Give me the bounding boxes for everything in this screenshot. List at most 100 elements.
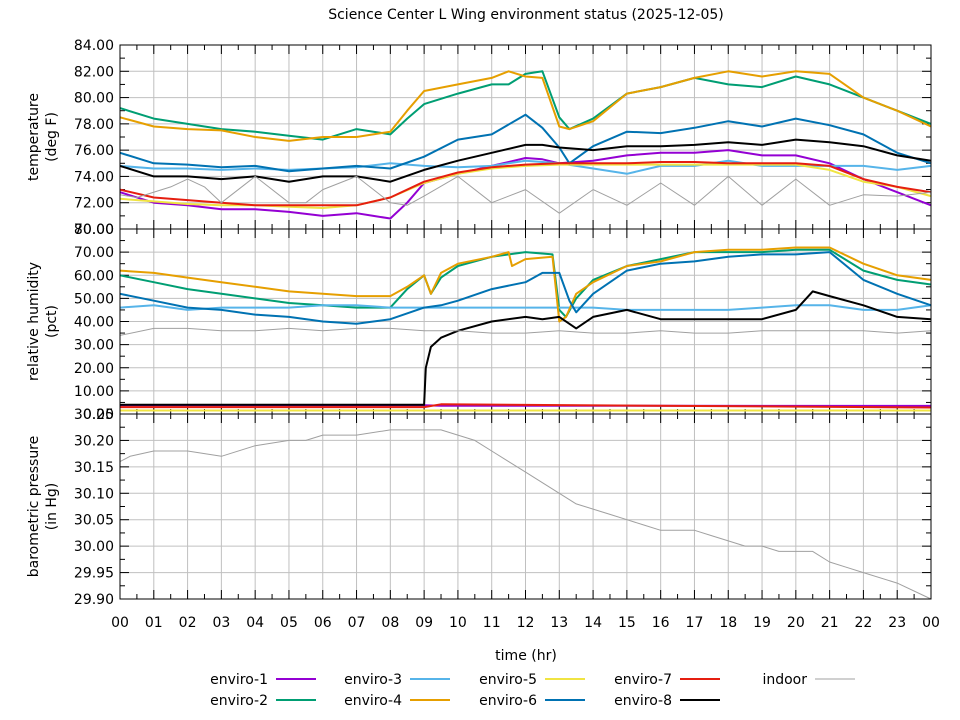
series-line-humidity-indoor bbox=[119, 327, 932, 336]
x-tick-label: 14 bbox=[584, 615, 602, 631]
y-axis-label: (in Hg) bbox=[44, 483, 60, 531]
x-axis-label: time (hr) bbox=[495, 648, 557, 664]
series-line-temperature-enviro-8 bbox=[119, 138, 932, 183]
series-line-temperature-indoor bbox=[119, 175, 932, 214]
y-tick-label: 0.00 bbox=[83, 407, 114, 423]
legend-entry-enviro-7: enviro-7 bbox=[614, 672, 720, 688]
x-tick-label: 05 bbox=[280, 615, 298, 631]
y-tick-label: 30.15 bbox=[74, 460, 114, 476]
legend-label: enviro-8 bbox=[614, 693, 672, 709]
x-tick-label: 17 bbox=[686, 615, 704, 631]
y-tick-label: 30.10 bbox=[74, 486, 114, 502]
y-tick-label: 76.00 bbox=[74, 143, 114, 159]
y-axis-label: relative humidity bbox=[26, 262, 42, 381]
legend-entry-enviro-2: enviro-2 bbox=[210, 693, 316, 709]
series-line-humidity-enviro-2 bbox=[119, 248, 932, 318]
x-tick-label: 20 bbox=[787, 615, 805, 631]
series-line-humidity-enviro-3 bbox=[119, 304, 932, 311]
series-line-pressure-indoor bbox=[119, 429, 932, 600]
x-tick-label: 21 bbox=[821, 615, 839, 631]
legend-entry-enviro-1: enviro-1 bbox=[210, 672, 316, 688]
x-tick-label: 06 bbox=[314, 615, 332, 631]
x-tick-label: 01 bbox=[145, 615, 163, 631]
x-tick-label: 09 bbox=[415, 615, 433, 631]
x-tick-label: 16 bbox=[652, 615, 670, 631]
y-tick-label: 40.00 bbox=[74, 315, 114, 331]
chart-title: Science Center L Wing environment status… bbox=[328, 7, 724, 23]
panel-pressure: 29.90 29.95 30.00 30.05 30.10 30.15 30.20 30.25… bbox=[26, 407, 932, 608]
series-line-temperature-enviro-7 bbox=[119, 161, 932, 207]
y-tick-label: 82.00 bbox=[74, 64, 114, 80]
y-tick-label: 30.00 bbox=[74, 539, 114, 555]
series-line-temperature-enviro-2 bbox=[119, 70, 932, 141]
y-tick-label: 70.00 bbox=[74, 222, 114, 238]
y-tick-label: 74.00 bbox=[74, 169, 114, 185]
x-tick-labels: 00 01 02 03 04 05 06 07 08 09 10 11 12 13 14 15 16 17 18 19… bbox=[111, 615, 940, 631]
y-tick-label: 30.00 bbox=[74, 338, 114, 354]
legend-entry-enviro-4: enviro-4 bbox=[344, 693, 450, 709]
y-tick-label: 60.00 bbox=[74, 268, 114, 284]
series-line-temperature-enviro-4 bbox=[119, 70, 932, 142]
x-tick-label: 19 bbox=[753, 615, 771, 631]
legend-entry-indoor: indoor bbox=[762, 672, 855, 688]
x-tick-label: 04 bbox=[246, 615, 264, 631]
y-tick-label: 29.95 bbox=[74, 566, 114, 582]
x-tick-label: 22 bbox=[855, 615, 873, 631]
x-tick-label: 23 bbox=[888, 615, 906, 631]
x-tick-label: 13 bbox=[550, 615, 568, 631]
y-tick-label: 30.25 bbox=[74, 407, 114, 423]
legend-entry-enviro-5: enviro-5 bbox=[479, 672, 585, 688]
legend-label: enviro-2 bbox=[210, 693, 268, 709]
y-tick-label: 80.00 bbox=[74, 91, 114, 107]
legend-label: enviro-7 bbox=[614, 672, 672, 688]
x-tick-label: 08 bbox=[381, 615, 399, 631]
panel-humidity: 0.0010.0020.0030.0040.0050.0060.0070.008… bbox=[26, 222, 932, 423]
panel-temperature: 70.00 72.00 74.00 76.00 78.00 80.00 82.00 84.00… bbox=[26, 38, 932, 238]
legend-entry-enviro-6: enviro-6 bbox=[479, 693, 585, 709]
series-line-humidity-enviro-4 bbox=[119, 246, 932, 323]
y-tick-label: 30.05 bbox=[74, 513, 114, 529]
y-tick-label: 72.00 bbox=[74, 196, 114, 212]
x-tick-label: 07 bbox=[348, 615, 366, 631]
x-tick-label: 00 bbox=[922, 615, 940, 631]
x-tick-label: 15 bbox=[618, 615, 636, 631]
y-tick-label: 29.90 bbox=[74, 592, 114, 608]
x-tick-label: 02 bbox=[179, 615, 197, 631]
legend-entry-enviro-3: enviro-3 bbox=[344, 672, 450, 688]
series-line-temperature-enviro-3 bbox=[119, 159, 932, 175]
legend-label: indoor bbox=[762, 672, 807, 688]
legend-entry-enviro-8: enviro-8 bbox=[614, 693, 720, 709]
y-tick-label: 84.00 bbox=[74, 38, 114, 54]
y-axis-label: temperature bbox=[26, 93, 42, 181]
series-line-temperature-enviro-1 bbox=[119, 149, 932, 220]
legend: enviro-1 enviro-2 enviro-3 enviro-4 enviro-5… bbox=[210, 672, 855, 709]
x-tick-label: 00 bbox=[111, 615, 129, 631]
y-tick-label: 30.20 bbox=[74, 433, 114, 449]
y-axis-label: barometric pressure bbox=[26, 436, 42, 577]
legend-label: enviro-5 bbox=[479, 672, 537, 688]
legend-label: enviro-6 bbox=[479, 693, 537, 709]
x-tick-label: 12 bbox=[517, 615, 535, 631]
y-tick-label: 20.00 bbox=[74, 361, 114, 377]
legend-label: enviro-1 bbox=[210, 672, 268, 688]
y-axis-label: (deg F) bbox=[44, 112, 60, 162]
x-tick-label: 18 bbox=[719, 615, 737, 631]
series-line-temperature-enviro-6 bbox=[119, 113, 932, 173]
series-line-humidity-enviro-6 bbox=[119, 251, 932, 325]
y-tick-label: 78.00 bbox=[74, 117, 114, 133]
panels: 70.00 72.00 74.00 76.00 78.00 80.00 82.00 84.00… bbox=[26, 38, 932, 608]
y-tick-label: 50.00 bbox=[74, 291, 114, 307]
y-axis-label: (pct) bbox=[44, 305, 60, 338]
legend-label: enviro-4 bbox=[344, 693, 402, 709]
x-tick-label: 03 bbox=[212, 615, 230, 631]
x-tick-label: 10 bbox=[449, 615, 467, 631]
y-tick-label: 70.00 bbox=[74, 245, 114, 261]
series-line-humidity-enviro-7 bbox=[120, 403, 932, 409]
y-tick-label: 10.00 bbox=[74, 384, 114, 400]
legend-label: enviro-3 bbox=[344, 672, 402, 688]
panel-border bbox=[119, 413, 932, 600]
x-tick-label: 11 bbox=[483, 615, 501, 631]
series-line-humidity-enviro-8 bbox=[120, 290, 932, 406]
y-tick-label: 80.00 bbox=[74, 222, 114, 238]
